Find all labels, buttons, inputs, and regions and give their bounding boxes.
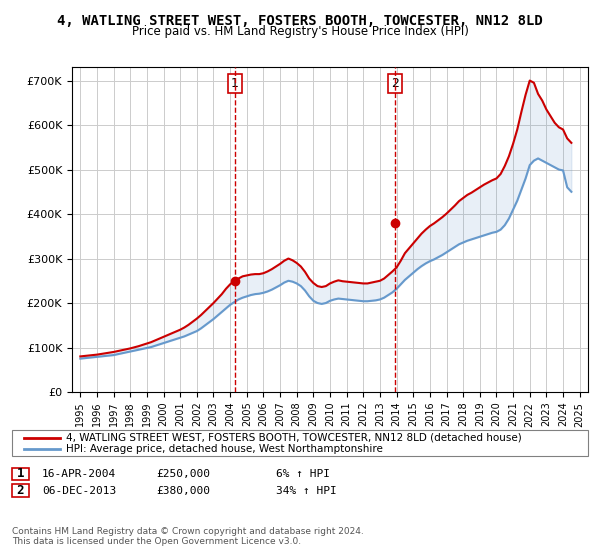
Text: £380,000: £380,000 — [156, 486, 210, 496]
Text: 6% ↑ HPI: 6% ↑ HPI — [276, 469, 330, 479]
Text: 2: 2 — [391, 77, 399, 90]
Text: £250,000: £250,000 — [156, 469, 210, 479]
Text: 16-APR-2004: 16-APR-2004 — [42, 469, 116, 479]
Text: Contains HM Land Registry data © Crown copyright and database right 2024.
This d: Contains HM Land Registry data © Crown c… — [12, 526, 364, 546]
Text: 34% ↑ HPI: 34% ↑ HPI — [276, 486, 337, 496]
Text: HPI: Average price, detached house, West Northamptonshire: HPI: Average price, detached house, West… — [66, 444, 383, 454]
Text: 1: 1 — [17, 467, 24, 480]
Text: 1: 1 — [231, 77, 239, 90]
Text: Price paid vs. HM Land Registry's House Price Index (HPI): Price paid vs. HM Land Registry's House … — [131, 25, 469, 38]
Text: 06-DEC-2013: 06-DEC-2013 — [42, 486, 116, 496]
Text: 4, WATLING STREET WEST, FOSTERS BOOTH, TOWCESTER, NN12 8LD (detached house): 4, WATLING STREET WEST, FOSTERS BOOTH, T… — [66, 433, 522, 443]
Text: 4, WATLING STREET WEST, FOSTERS BOOTH, TOWCESTER, NN12 8LD: 4, WATLING STREET WEST, FOSTERS BOOTH, T… — [57, 14, 543, 28]
Text: 2: 2 — [17, 484, 24, 497]
